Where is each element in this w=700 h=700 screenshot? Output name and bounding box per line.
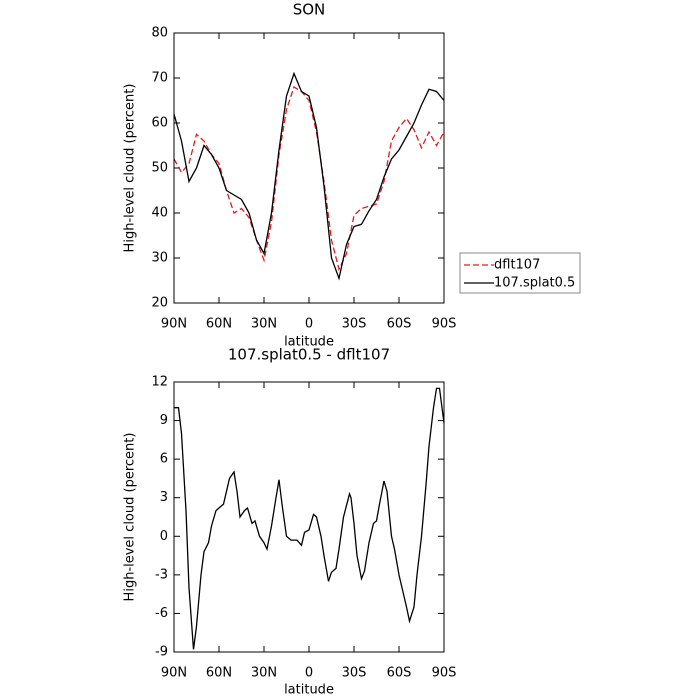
y-tick-label: 80 xyxy=(151,26,168,41)
x-axis-label: latitude xyxy=(284,335,334,350)
x-tick-label: 30N xyxy=(251,666,277,681)
y-axis-label: High-level cloud (percent) xyxy=(123,84,138,253)
y-tick-label: 30 xyxy=(151,251,168,266)
x-tick-label: 60N xyxy=(206,317,232,332)
data-line xyxy=(173,86,445,272)
x-tick-label: 90S xyxy=(432,317,457,332)
y-tick-label: 3 xyxy=(160,490,168,505)
y-tick-label: 20 xyxy=(151,296,168,311)
y-tick-label: 70 xyxy=(151,71,168,86)
y-tick-label: 6 xyxy=(160,452,168,467)
x-tick-label: 60S xyxy=(387,666,412,681)
plot-frame xyxy=(173,32,445,304)
chart-title: 107.splat0.5 - dflt107 xyxy=(228,346,390,364)
x-tick-label: 60N xyxy=(206,666,232,681)
y-tick-label: 12 xyxy=(151,375,168,390)
y-tick-label: 60 xyxy=(151,116,168,131)
data-line xyxy=(173,71,445,281)
legend-box xyxy=(459,252,581,294)
chart-title: SON xyxy=(293,1,326,19)
x-tick-label: 30S xyxy=(342,666,367,681)
y-tick-label: 0 xyxy=(160,529,168,544)
y-tick-label: 50 xyxy=(151,161,168,176)
x-tick-label: 90N xyxy=(161,317,187,332)
x-tick-label: 0 xyxy=(305,317,313,332)
x-tick-label: 30S xyxy=(342,317,367,332)
x-tick-label: 90S xyxy=(432,666,457,681)
x-tick-label: 0 xyxy=(305,666,313,681)
y-tick-label: -6 xyxy=(155,606,168,621)
y-tick-label: -9 xyxy=(155,645,168,660)
plot-frame xyxy=(173,381,445,653)
legend-label: dflt107 xyxy=(494,258,540,273)
x-tick-label: 60S xyxy=(387,317,412,332)
x-tick-label: 30N xyxy=(251,317,277,332)
y-axis-label: High-level cloud (percent) xyxy=(123,433,138,602)
legend-label: 107.splat0.5 xyxy=(494,276,575,291)
y-tick-label: 9 xyxy=(160,413,168,428)
y-tick-label: -3 xyxy=(155,567,168,582)
data-line xyxy=(174,387,445,650)
y-tick-label: 40 xyxy=(151,206,168,221)
x-tick-label: 90N xyxy=(161,666,187,681)
x-axis-label: latitude xyxy=(284,683,334,698)
